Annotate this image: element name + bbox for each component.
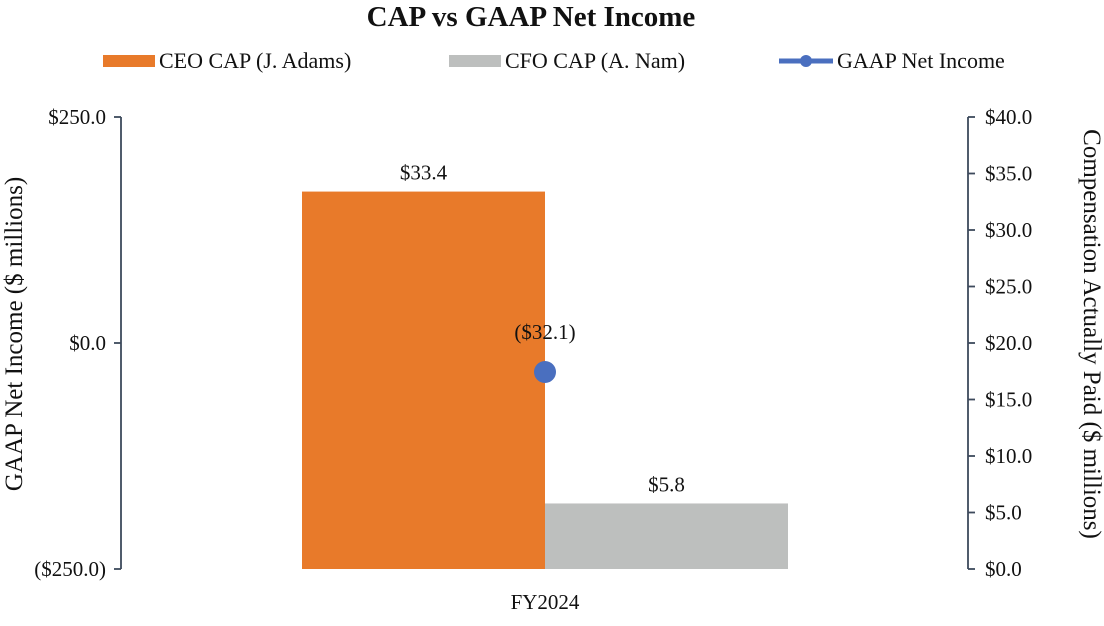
legend-swatch-marker [800,55,812,67]
legend-label: CFO CAP (A. Nam) [505,48,685,73]
right-tick-label: $5.0 [985,501,1022,525]
data-label-cfo-cap: $5.8 [648,472,685,496]
right-tick-label: $20.0 [985,331,1032,355]
legend-label: GAAP Net Income [837,48,1005,73]
right-tick-label: $30.0 [985,218,1032,242]
data-labels: $33.4 $5.8 ($32.1) [400,161,685,497]
left-axis-title: GAAP Net Income ($ millions) [1,177,28,491]
right-tick-label: $35.0 [985,162,1032,186]
data-label-ceo-cap: $33.4 [400,161,448,185]
axes: $250.0 $0.0 ($250.0) $40.0 $35.0 $30.0 $25.0 $2… [34,105,1032,581]
right-tick-label: $40.0 [985,105,1032,129]
legend-label: CEO CAP (J. Adams) [159,48,351,73]
point-gaap-net-income [534,361,556,384]
right-tick-label: $25.0 [985,275,1032,299]
chart-title: CAP vs GAAP Net Income [367,1,696,33]
bars [302,191,788,569]
left-tick-label: $250.0 [48,105,106,129]
bar-ceo-cap [302,191,545,569]
legend-swatch [449,55,501,67]
legend-swatch [103,55,155,67]
right-axis-title: Compensation Actually Paid ($ millions) [1078,129,1104,539]
data-label-gaap-net-income: ($32.1) [514,320,575,344]
right-tick-label: $15.0 [985,388,1032,412]
bar-cfo-cap [545,503,788,569]
left-tick-label: $0.0 [69,331,106,355]
points [534,361,556,384]
x-tick-label-fy2024: FY2024 [511,590,580,614]
left-tick-label: ($250.0) [34,557,106,581]
legend: CEO CAP (J. Adams) CFO CAP (A. Nam) GAAP N… [103,48,1005,73]
right-tick-label: $10.0 [985,444,1032,468]
right-tick-label: $0.0 [985,557,1022,581]
